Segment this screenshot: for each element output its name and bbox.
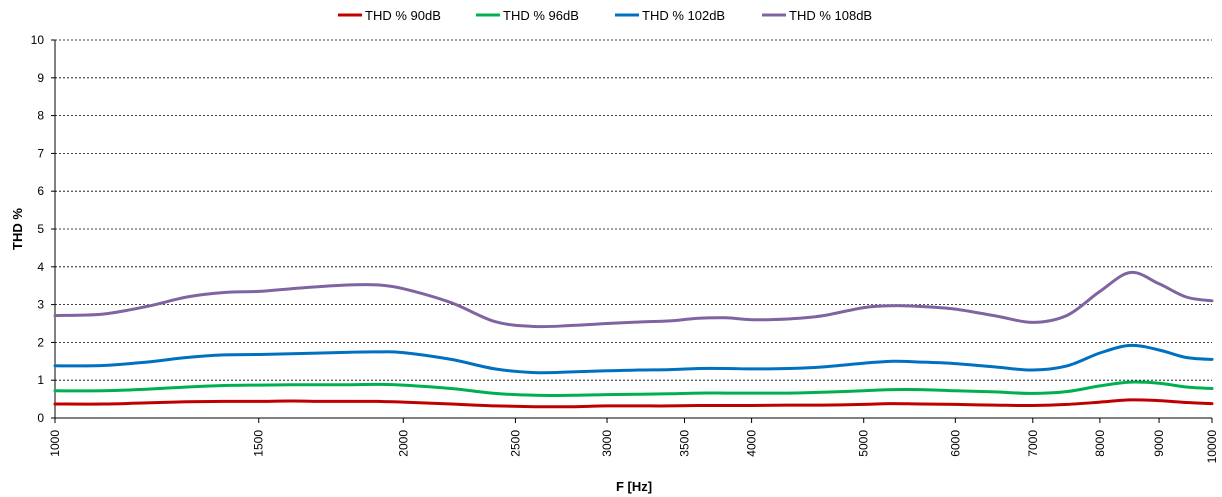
y-tick-label: 9 (37, 71, 44, 85)
x-axis-title: F [Hz] (616, 479, 652, 494)
x-tick-label: 1000 (48, 430, 62, 457)
y-tick-label: 6 (37, 184, 44, 198)
legend-label: THD % 96dB (503, 8, 579, 23)
y-tick-label: 5 (37, 222, 44, 236)
y-axis-title: THD % (10, 208, 25, 250)
x-tick-label: 2500 (508, 430, 522, 457)
legend-label: THD % 108dB (789, 8, 872, 23)
gridlines (51, 39, 1212, 419)
axes (54, 40, 1213, 423)
x-tick-label: 9000 (1152, 430, 1166, 457)
x-tick-label: 8000 (1093, 430, 1107, 457)
x-tick-label: 3000 (600, 430, 614, 457)
series-line-3 (53, 343, 1214, 375)
y-tick-label: 8 (37, 109, 44, 123)
y-tick-label: 10 (31, 33, 45, 47)
series-line-4 (53, 270, 1214, 329)
series-line-2 (53, 380, 1214, 397)
y-tick-label: 3 (37, 298, 44, 312)
x-tick-label: 2000 (396, 430, 410, 457)
legend: THD % 90dB THD % 96dB THD % 102dB THD % 108… (338, 8, 872, 23)
x-tick-label: 10000 (1205, 430, 1219, 464)
y-tick-labels: 0 1 2 3 4 5 6 7 8 9 10 (31, 33, 45, 425)
y-tick-label: 1 (37, 373, 44, 387)
x-tick-label: 4000 (745, 430, 759, 457)
y-tick-label: 2 (37, 335, 44, 349)
x-tick-label: 3500 (677, 430, 691, 457)
series-lines (53, 270, 1214, 409)
y-tick-label: 4 (37, 260, 44, 274)
x-tick-label: 1500 (252, 430, 266, 457)
y-tick-label: 0 (37, 411, 44, 425)
x-tick-label: 5000 (857, 430, 871, 457)
legend-label: THD % 102dB (642, 8, 725, 23)
x-tick-labels: 1000 1500 2000 2500 3000 3500 4000 5000 6000 7000… (48, 430, 1219, 464)
series-line-1 (53, 398, 1214, 409)
x-tick-label: 7000 (1026, 430, 1040, 457)
x-tick-label: 6000 (948, 430, 962, 457)
legend-label: THD % 90dB (365, 8, 441, 23)
y-tick-label: 7 (37, 146, 44, 160)
